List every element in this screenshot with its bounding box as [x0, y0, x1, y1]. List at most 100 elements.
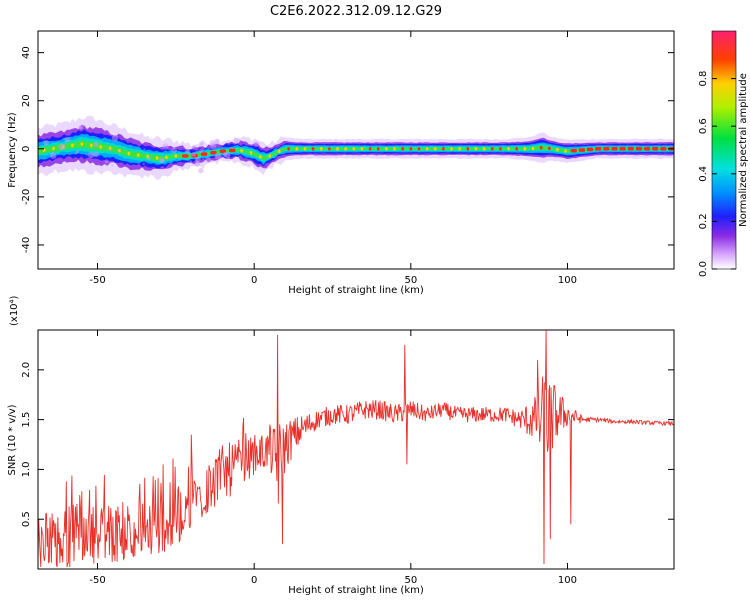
spectrogram-ridge-cell — [136, 153, 140, 157]
spectrogram-ridge-cell — [99, 145, 102, 149]
spectrogram-ridge-cell — [425, 146, 429, 151]
snr-ytick-label: 1.5 — [21, 412, 32, 428]
spectrogram-ridge-cell — [352, 146, 356, 151]
spectrogram-ridge-cell — [319, 146, 323, 151]
spectrogram-ridge-cell — [417, 146, 421, 151]
spectrogram-ridge-cell — [249, 151, 253, 155]
snr-ytick-label: 0.5 — [21, 511, 32, 527]
spectrogram-ylabel: Frequency (Hz) — [7, 112, 18, 188]
spectrogram-ridge-cell — [507, 146, 510, 151]
spectrogram-ridge-cell — [344, 146, 347, 151]
spectrogram-ytick-label: 0 — [21, 146, 32, 152]
spectrogram-speckle — [209, 140, 216, 146]
spectrogram-ridge-cell — [611, 146, 618, 151]
spectrogram-speckle — [93, 141, 99, 148]
colorbar-label: Normalized spectral amplitude — [738, 73, 749, 227]
spectrogram-ridge-cell — [499, 146, 502, 151]
spectrogram-ytick-label: -40 — [21, 237, 32, 253]
figure-title: C2E6.2022.312.09.12.G29 — [270, 4, 442, 19]
spectrogram-ridge-cell — [594, 147, 602, 151]
spectrogram-ridge-cell — [118, 148, 121, 153]
spectrogram-ridge-cell — [627, 146, 634, 151]
spectrogram-ridge-cell — [210, 150, 217, 155]
spectrogram-speckle — [108, 148, 112, 151]
spectrogram-speckle — [195, 156, 201, 163]
spectrogram-ridge-cell — [586, 147, 594, 152]
spectrogram-speckle — [49, 152, 57, 159]
snr-frame — [37, 329, 675, 570]
snr-xlabel: Height of straight line (km) — [288, 585, 424, 596]
spectrogram-ridge-cell — [515, 146, 519, 151]
spectrogram-ridge-cell — [401, 146, 404, 151]
spectrogram-speckle — [104, 159, 109, 164]
spectrogram-speckle — [58, 143, 66, 151]
spectrogram-ridge-cell — [393, 146, 396, 151]
spectrogram-ridge-cell — [240, 148, 243, 153]
snr-xtick-label: 50 — [404, 575, 417, 586]
spectrogram-speckle — [146, 156, 151, 160]
spectrogram-speckle — [191, 145, 196, 150]
spectrogram-xtick-label: 50 — [404, 275, 417, 286]
colorbar-tick-label: 0.6 — [698, 118, 709, 134]
spectrogram-ridge-cell — [89, 143, 93, 148]
spectrogram-ridge-cell — [328, 146, 331, 151]
colorbar-axes: 0.0 0.2 0.4 0.6 0.8 — [698, 30, 737, 277]
spectrogram-ridge-cell — [564, 149, 567, 153]
spectrogram-ytick-label: -20 — [21, 189, 32, 205]
colorbar-tick-label: 0.8 — [698, 71, 709, 87]
spectrogram-speckle — [111, 135, 119, 142]
spectrogram-heatmap — [38, 115, 674, 180]
spectrogram-speckle — [171, 147, 177, 153]
spectrogram-ridge-cell — [360, 146, 364, 151]
spectrogram-ridge-cell — [385, 146, 388, 151]
spectrogram-ridge-cell — [155, 156, 159, 160]
snr-plot-area — [38, 330, 674, 568]
snr-panel: -50 0 50 100 0.5 1.0 1.5 2.0 Height of straight… — [7, 295, 675, 596]
spectrogram-ridge-cell — [80, 142, 84, 146]
spectrogram-speckle — [214, 138, 220, 145]
colorbar-frame — [711, 30, 737, 270]
spectrogram-ridge-cell — [295, 146, 299, 151]
spectrogram-speckle — [143, 148, 146, 151]
spectrogram-ridge-cell — [450, 146, 453, 151]
snr-xtick-label: 100 — [558, 575, 577, 586]
spectrogram-speckle — [142, 162, 145, 165]
spectrogram-ridge-cell — [409, 146, 413, 151]
spectrogram-speckle — [199, 141, 204, 146]
spectrogram-ridge-cell — [619, 146, 626, 151]
snr-ylabel: SNR (10 * v/v) — [7, 404, 18, 475]
spectrogram-ridge-cell — [652, 146, 659, 151]
spectrogram-speckle — [234, 137, 240, 144]
snr-series-line — [38, 330, 674, 568]
spectrogram-ridge-cell — [219, 149, 227, 154]
spectrogram-speckle — [111, 164, 114, 167]
spectrogram-ridge-cell — [466, 146, 470, 151]
spectrogram-speckle — [162, 143, 169, 150]
spectrogram-ridge-cell — [578, 148, 586, 152]
spectrogram-ridge-cell — [259, 155, 262, 159]
spectrogram-ridge-cell — [474, 146, 478, 151]
snr-ytick-label: 2.0 — [21, 362, 32, 378]
spectrogram-speckle — [198, 167, 204, 174]
spectrogram-xtick-label: 0 — [251, 275, 257, 286]
spectrogram-speckle — [214, 153, 222, 160]
spectrogram-speckle — [93, 151, 99, 158]
spectrogram-speckle — [75, 150, 79, 154]
colorbar: 0.0 0.2 0.4 0.6 0.8 Normalized spectral ampl… — [698, 30, 749, 277]
spectrogram-speckle — [185, 148, 191, 154]
colorbar-tick-label: 0.0 — [698, 261, 709, 277]
spectrogram-ridge-cell — [174, 154, 178, 158]
snr-multiplier: (x10⁴) — [9, 295, 20, 326]
spectrogram-ridge-cell — [570, 148, 577, 153]
spectrogram-ridge-cell — [303, 146, 307, 151]
spectrogram-speckle — [43, 140, 49, 146]
spectrogram-speckle — [189, 160, 193, 164]
spectrogram-speckle — [223, 151, 231, 159]
spectrogram-ridge-cell — [643, 146, 651, 151]
spectrogram-speckle — [205, 157, 212, 164]
spectrogram-ridge-cell — [277, 149, 281, 154]
spectrogram-ridge-cell — [660, 146, 667, 151]
spectrogram-ridge-cell — [336, 146, 339, 151]
spectrogram-speckle — [87, 151, 95, 159]
